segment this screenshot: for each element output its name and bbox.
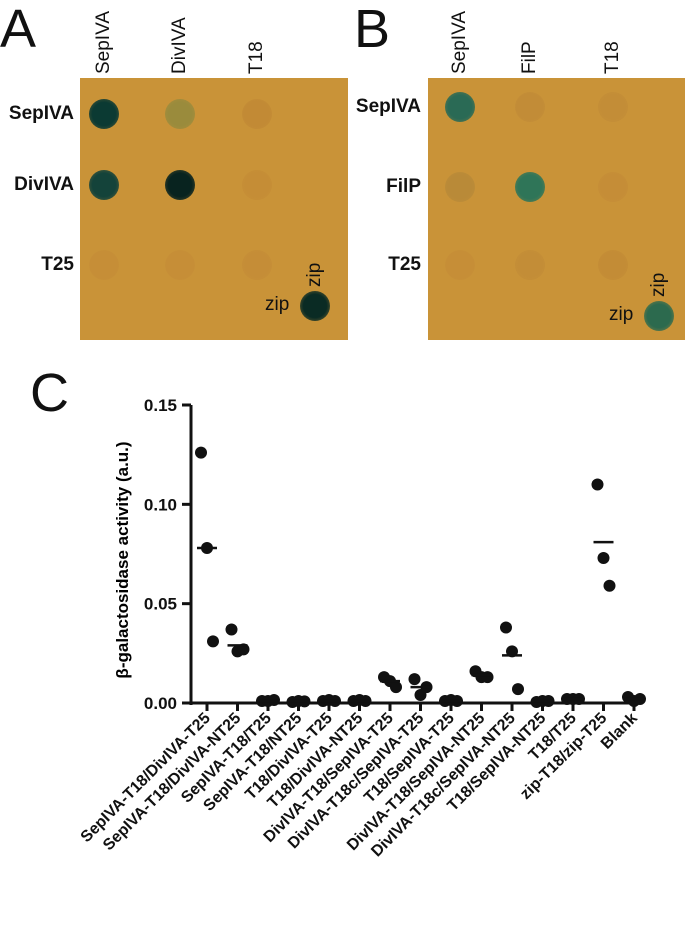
spot-b-1-3: [598, 92, 628, 122]
y-tick-label: 0.10: [144, 495, 177, 514]
spot-a-1-3: [242, 99, 272, 129]
y-tick-label: 0.00: [144, 694, 177, 713]
data-point: [207, 635, 219, 648]
column-label-a-1: SepIVA: [93, 10, 114, 74]
row-label-b-1: SepIVA: [355, 96, 421, 117]
spot-b-2-2: [515, 172, 545, 202]
zip-row-label-a: zip: [265, 294, 290, 315]
data-point: [481, 671, 494, 684]
data-point: [603, 579, 616, 592]
spot-a-2-2: [165, 170, 195, 200]
data-point: [195, 446, 207, 459]
zip-col-label-a: zip: [304, 262, 325, 287]
data-point: [408, 673, 421, 686]
row-label-a-1: SepIVA: [8, 103, 74, 124]
column-label-a-3: T18: [246, 41, 267, 74]
spot-b-1-2: [515, 92, 545, 122]
column-label-b-2: FilP: [519, 41, 540, 74]
spot-a-3-2: [165, 250, 195, 280]
spot-a-1-1: [89, 99, 119, 129]
spot-a-3-3: [242, 250, 272, 280]
data-point: [390, 681, 402, 694]
data-point: [591, 478, 604, 491]
row-label-b-2: FilP: [386, 176, 421, 197]
spot-b-2-1: [445, 172, 475, 202]
spot-a-1-2: [165, 99, 195, 129]
data-point: [597, 551, 610, 564]
panel-b-letter: B: [354, 0, 391, 59]
y-tick-label: 0.05: [144, 595, 177, 614]
data-point: [500, 621, 512, 634]
plate-b: [428, 78, 685, 340]
panel-a-letter: A: [0, 0, 37, 59]
spot-a-2-3: [242, 170, 272, 200]
row-label-a-3: T25: [41, 254, 74, 275]
zip-col-label-b: zip: [648, 272, 669, 297]
column-label-b-3: T18: [602, 41, 623, 74]
spot-a-3-1: [89, 250, 119, 280]
spot-a-2-1: [89, 170, 119, 200]
spot-b-2-3: [598, 172, 628, 202]
data-point: [512, 683, 524, 696]
y-tick-label: 0.15: [144, 396, 177, 415]
row-label-a-2: DivIVA: [14, 174, 74, 195]
spot-b-3-1: [445, 250, 475, 280]
spot-b-3-2: [515, 250, 545, 280]
spot-b-zip: [644, 301, 674, 331]
y-axis-label: β-galactosidase activity (a.u.): [113, 441, 132, 678]
column-label-a-2: DivIVA: [169, 17, 190, 74]
spot-b-3-3: [598, 250, 628, 280]
spot-a-zip: [300, 291, 330, 321]
row-label-b-3: T25: [388, 254, 421, 275]
panel-c-letter: C: [30, 363, 69, 423]
zip-row-label-b: zip: [609, 304, 634, 325]
spot-b-1-1: [445, 92, 475, 122]
column-label-b-1: SepIVA: [449, 10, 470, 74]
data-point: [225, 623, 238, 636]
